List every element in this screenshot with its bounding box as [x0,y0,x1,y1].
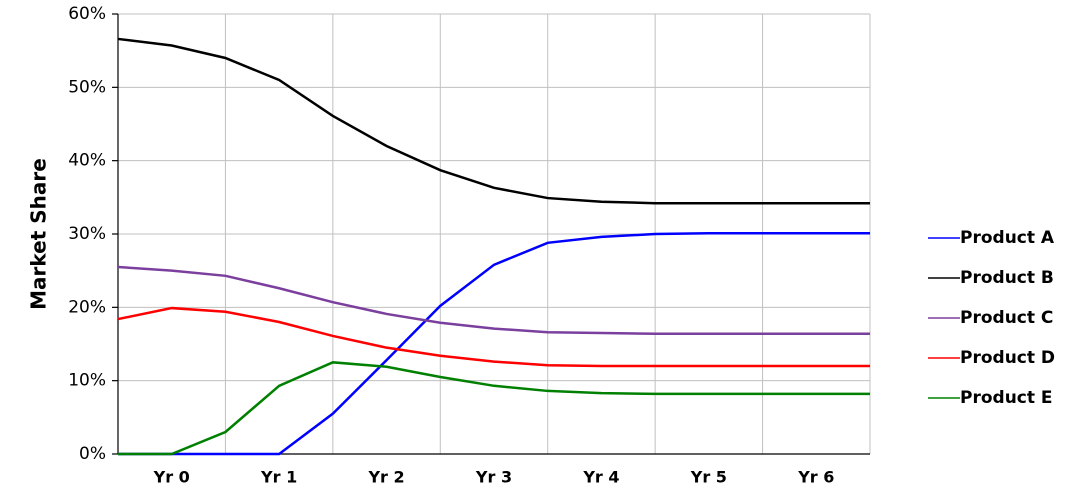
y-tick-label: 50% [68,77,106,97]
series-line [117,37,870,205]
y-tick-label: 30% [68,224,106,244]
series-line [118,361,870,456]
legend-label: Product B [960,268,1054,288]
y-tick-label: 60% [68,4,106,24]
x-tick-label: Yr 1 [260,468,297,487]
legend-label: Product D [960,348,1055,368]
x-tick-label: Yr 0 [153,468,190,487]
y-tick-label: 0% [79,444,106,464]
x-tick-label: Yr 3 [475,468,512,487]
y-axis-label: Market Share [27,158,51,310]
y-tick-label: 10% [68,371,106,391]
x-tick-label: Yr 6 [797,468,834,487]
x-tick-label: Yr 4 [582,468,619,487]
series-line [117,306,870,368]
series-line [118,232,870,456]
y-tick-label: 20% [68,297,106,317]
x-tick-label: Yr 5 [690,468,727,487]
legend-label: Product C [960,308,1053,328]
series-line [117,265,870,335]
legend-label: Product A [960,228,1055,248]
x-tick-label: Yr 2 [367,468,404,487]
legend-label: Product E [960,388,1053,408]
y-tick-label: 40% [68,151,106,171]
